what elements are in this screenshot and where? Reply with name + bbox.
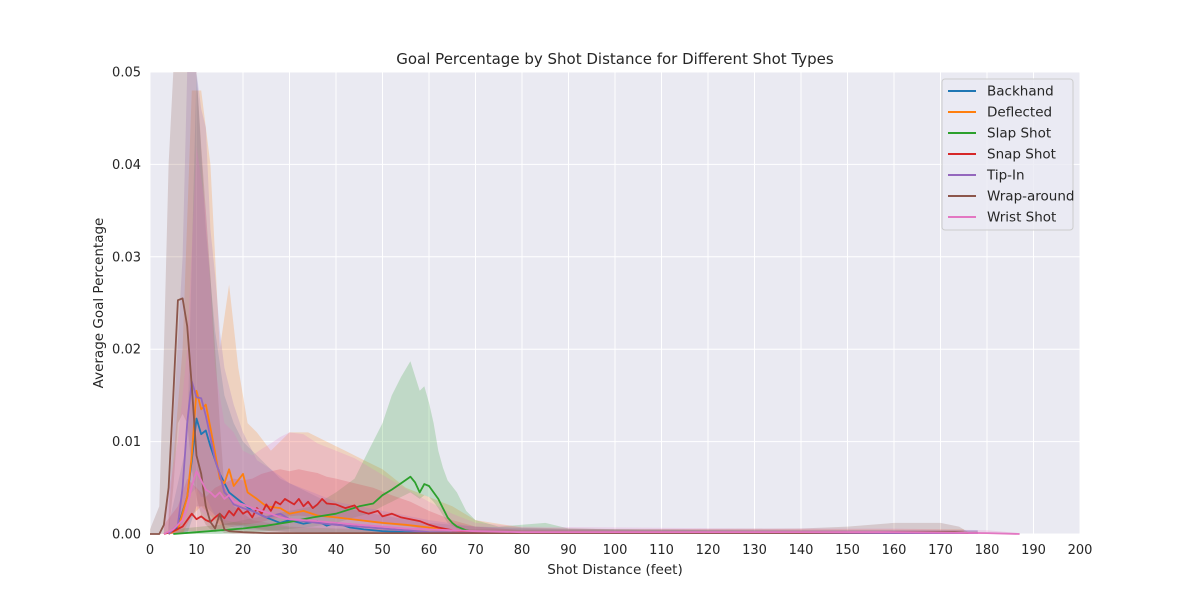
y-tick-label: 0.01 [112,435,141,450]
band-slap-shot [173,361,848,534]
legend-box [941,78,1074,231]
line-tip-in [167,380,978,535]
x-tick-label: 60 [421,543,438,558]
x-tick-label: 20 [235,543,252,558]
legend-label-snap-shot: Snap Shot [987,147,1056,163]
y-tick-label: 0.00 [112,528,141,543]
legend-label-tip-in: Tip-In [986,168,1025,184]
band-wrist-shot [163,145,1020,534]
y-tick-label: 0.03 [112,250,141,265]
x-tick-label: 140 [789,543,814,558]
x-tick-label: 170 [928,543,953,558]
series-lines [150,297,1020,535]
y-tick-label: 0.05 [112,66,141,81]
x-tick-label: 150 [835,543,860,558]
confidence-bands [150,72,1020,534]
line-snap-shot [163,498,978,535]
x-tick-label: 120 [696,543,721,558]
legend-label-wrap-around: Wrap-around [987,189,1074,205]
x-tick-label: 80 [514,543,531,558]
line-wrist-shot [163,470,1020,535]
y-axis-label: Average Goal Percentage [91,218,107,389]
y-tick-labels: 0.00 0.01 0.02 0.03 0.04 0.05 [112,66,141,543]
band-snap-shot [163,469,978,534]
band-deflected [168,90,964,534]
x-tick-label: 160 [882,543,907,558]
x-tick-label: 50 [374,543,391,558]
x-tick-label: 180 [975,543,1000,558]
chart-title: Goal Percentage by Shot Distance for Dif… [396,50,834,68]
band-tip-in [168,72,978,534]
x-tick-label: 130 [742,543,767,558]
legend-label-slap-shot: Slap Shot [987,126,1051,142]
y-tick-label: 0.02 [112,343,141,358]
legend-label-wrist-shot: Wrist Shot [987,210,1056,226]
x-axis-label: Shot Distance (feet) [547,562,682,578]
x-tick-label: 30 [281,543,298,558]
x-tick-label: 110 [649,543,674,558]
x-tick-label: 190 [1021,543,1046,558]
x-tick-labels: 0 10 20 30 40 50 60 70 80 90 100 110 120 130 140 150 160… [146,543,1093,558]
y-tick-label: 0.04 [112,158,141,173]
legend-label-deflected: Deflected [987,105,1052,121]
legend-label-backhand: Backhand [987,84,1054,100]
x-tick-label: 100 [603,543,628,558]
legend: Backhand Deflected Slap Shot Snap Shot Tip-I… [941,78,1074,231]
x-tick-label: 70 [467,543,484,558]
band-backhand [168,72,978,534]
line-wrap-around [150,297,969,535]
x-tick-label: 90 [560,543,577,558]
x-tick-label: 40 [328,543,345,558]
x-tick-label: 200 [1068,543,1093,558]
x-tick-label: 0 [146,543,154,558]
x-tick-label: 10 [188,543,205,558]
